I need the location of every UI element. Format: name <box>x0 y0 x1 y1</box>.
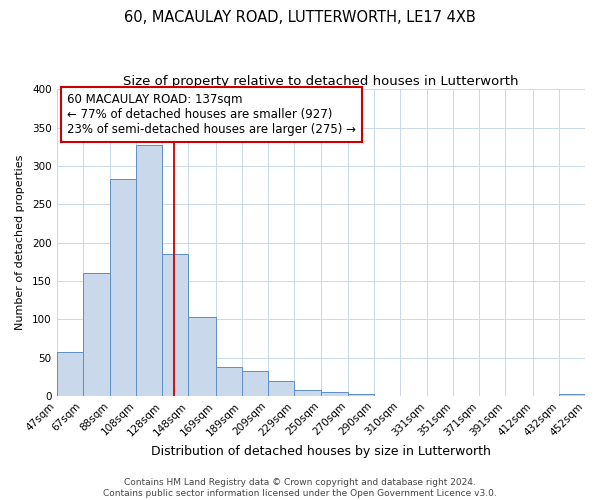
Bar <box>268 382 294 396</box>
Title: Size of property relative to detached houses in Lutterworth: Size of property relative to detached ho… <box>123 75 518 88</box>
Bar <box>83 273 110 396</box>
Bar <box>136 145 162 396</box>
Bar <box>559 394 585 396</box>
X-axis label: Distribution of detached houses by size in Lutterworth: Distribution of detached houses by size … <box>151 444 491 458</box>
Text: 60, MACAULAY ROAD, LUTTERWORTH, LE17 4XB: 60, MACAULAY ROAD, LUTTERWORTH, LE17 4XB <box>124 10 476 25</box>
Bar <box>110 179 136 396</box>
Bar <box>294 390 322 396</box>
Bar <box>56 352 83 396</box>
Text: 60 MACAULAY ROAD: 137sqm
← 77% of detached houses are smaller (927)
23% of semi-: 60 MACAULAY ROAD: 137sqm ← 77% of detach… <box>67 93 356 136</box>
Bar <box>242 372 268 396</box>
Bar <box>162 254 188 396</box>
Text: Contains HM Land Registry data © Crown copyright and database right 2024.
Contai: Contains HM Land Registry data © Crown c… <box>103 478 497 498</box>
Bar <box>216 368 242 396</box>
Y-axis label: Number of detached properties: Number of detached properties <box>15 155 25 330</box>
Bar <box>322 392 347 396</box>
Bar <box>188 317 216 396</box>
Bar <box>347 394 374 396</box>
